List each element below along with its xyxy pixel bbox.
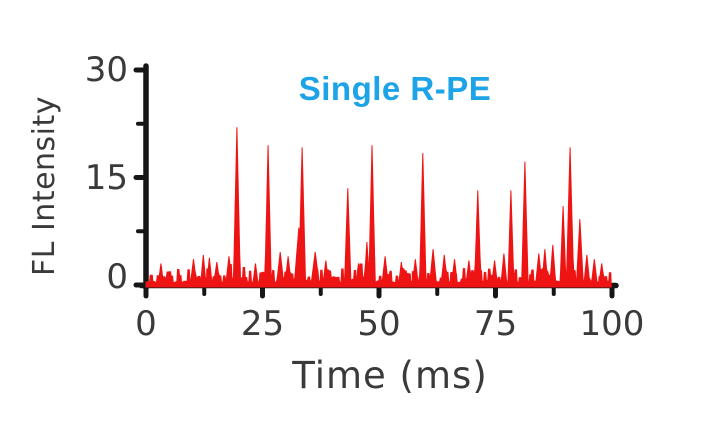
- y-tick-label: 0: [106, 257, 128, 297]
- y-tick-label: 30: [84, 50, 128, 90]
- x-tick-label: 50: [357, 304, 401, 344]
- x-tick-label: 25: [240, 304, 285, 344]
- chart-title: Single R-PE: [298, 70, 492, 107]
- y-tick-label: 15: [84, 157, 128, 198]
- fluorescence-trace: [145, 127, 612, 288]
- x-tick-label: 75: [473, 304, 518, 344]
- x-tick-label: 0: [135, 304, 157, 344]
- x-tick-label: 100: [579, 304, 645, 344]
- x-axis-label: Time (ms): [292, 354, 488, 397]
